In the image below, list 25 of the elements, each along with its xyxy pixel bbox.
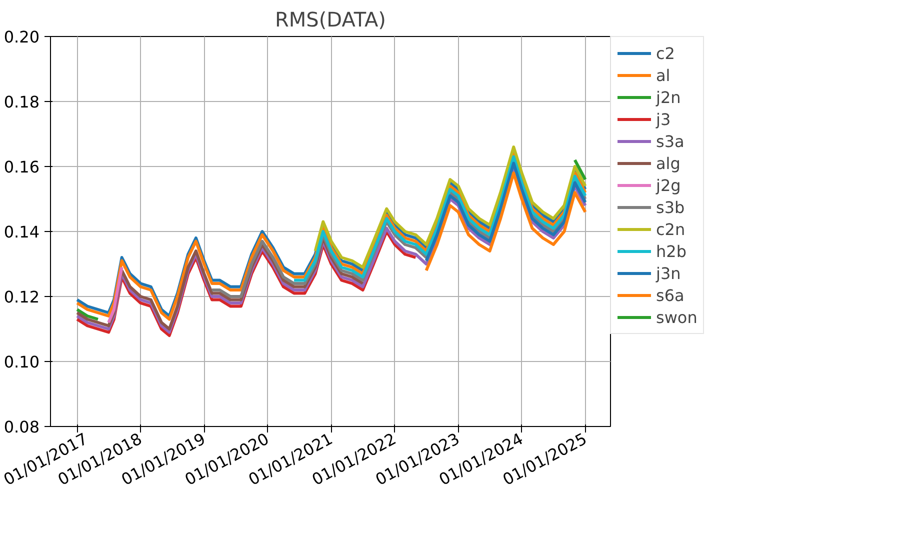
legend-label: al [656, 66, 672, 84]
y-tick-label: 0.12 [4, 288, 40, 306]
legend-label: h2b [656, 242, 686, 260]
y-tick-label: 0.20 [4, 28, 40, 46]
legend-label: alg [656, 154, 680, 172]
legend-label: s6a [656, 286, 684, 304]
line-series [292, 155, 587, 282]
legend-label: j2n [656, 88, 681, 106]
chart-title: RMS(DATA) [275, 8, 386, 32]
line-series [314, 146, 587, 269]
y-tick-label: 0.10 [4, 352, 40, 372]
legend-label: swon [656, 308, 698, 326]
legend-label: j3 [656, 110, 672, 128]
y-tick-label: 0.14 [4, 222, 40, 242]
legend-label: c2n [656, 220, 686, 238]
legend-label: j2g [656, 176, 681, 194]
legend-label: j3n [656, 264, 681, 282]
y-tick-label: 0.08 [4, 418, 40, 436]
y-tick-label: 0.18 [4, 92, 40, 112]
line-series [424, 162, 587, 262]
line-series [424, 172, 587, 272]
legend-label: s3a [656, 132, 684, 150]
y-tick-label: 0.16 [4, 158, 40, 176]
legend-label: s3b [656, 198, 685, 216]
legend-label: c2 [656, 44, 676, 62]
